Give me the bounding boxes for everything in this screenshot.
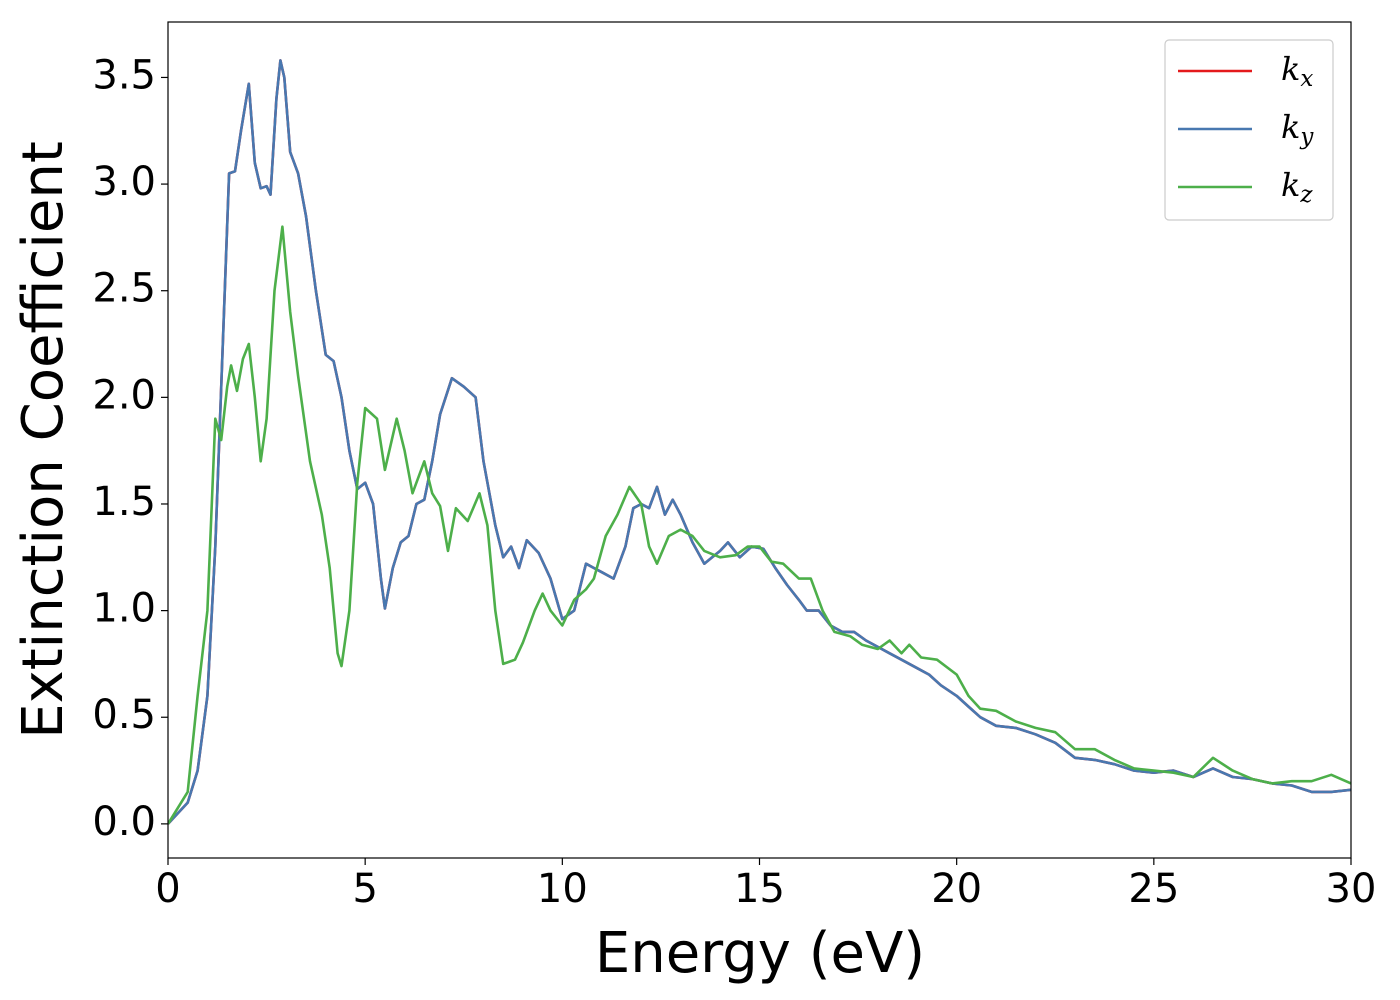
legend-label: kx: [1281, 50, 1313, 93]
y-tick-label: 2.5: [92, 266, 156, 312]
x-tick-label: 20: [931, 866, 982, 912]
y-tick-label: 2.0: [92, 372, 156, 418]
x-tick-label: 5: [352, 866, 377, 912]
y-tick-label: 1.5: [92, 479, 156, 525]
x-tick-label: 25: [1128, 866, 1179, 912]
series-line: [168, 225, 1351, 825]
legend-label: ky: [1281, 108, 1314, 151]
y-tick-label: 0.5: [92, 692, 156, 738]
x-tick-label: 0: [155, 866, 180, 912]
series-line: [168, 59, 1351, 825]
plot-frame: [167, 21, 1352, 859]
x-tick-label: 15: [734, 866, 785, 912]
y-axis-label: Extinction Coefficient: [11, 141, 76, 739]
y-tick-label: 1.0: [92, 586, 156, 632]
x-tick-label: 10: [537, 866, 588, 912]
x-axis-label: Energy (eV): [595, 921, 925, 986]
legend-label: kz: [1281, 166, 1313, 209]
x-tick-label: 30: [1326, 866, 1377, 912]
y-tick-label: 3.0: [92, 159, 156, 205]
y-tick-label: 3.5: [92, 52, 156, 98]
y-tick-label: 0.0: [92, 799, 156, 845]
